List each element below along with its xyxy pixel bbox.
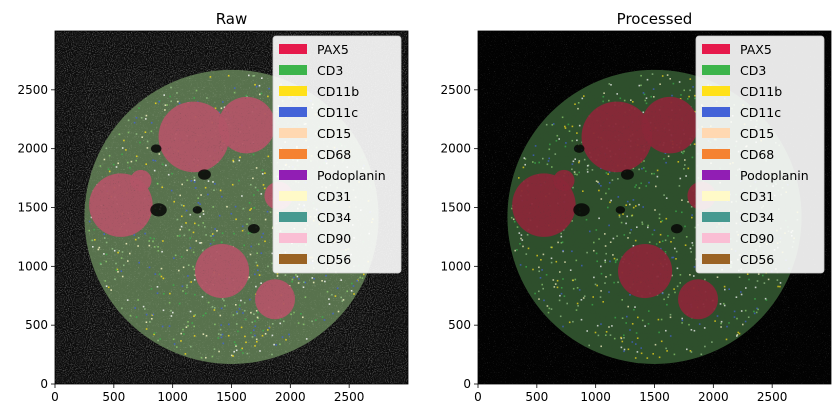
legend-label: CD11b xyxy=(740,84,782,99)
legend-label: Podoplanin xyxy=(740,168,809,183)
legend: PAX5 CD3 CD11b CD11c CD15 CD68 Podoplanin CD31 C… xyxy=(272,35,402,274)
legend-swatch xyxy=(279,128,307,138)
x-tick-label: 1500 xyxy=(216,390,247,404)
panel-title: Raw xyxy=(216,10,248,28)
y-tick-label: 1500 xyxy=(440,201,471,215)
legend-swatch xyxy=(702,170,730,180)
y-tick-label: 0 xyxy=(40,377,48,391)
legend-swatch xyxy=(279,191,307,201)
y-tick-label: 0 xyxy=(463,377,471,391)
legend-swatch xyxy=(279,44,307,54)
legend-label: CD31 xyxy=(317,189,351,204)
legend-label: CD90 xyxy=(740,231,774,246)
legend-label: CD68 xyxy=(317,147,351,162)
legend-swatch xyxy=(279,149,307,159)
y-tick-label: 1000 xyxy=(17,259,48,273)
y-tick-label: 2500 xyxy=(440,83,471,97)
legend-swatch xyxy=(279,65,307,75)
legend-label: CD11b xyxy=(317,84,359,99)
legend-swatch xyxy=(702,86,730,96)
legend-label: Podoplanin xyxy=(317,168,386,183)
legend-label: CD11c xyxy=(740,105,781,120)
legend-label: CD15 xyxy=(740,126,774,141)
x-tick-label: 2500 xyxy=(757,390,788,404)
x-tick-label: 500 xyxy=(102,390,125,404)
legend-label: CD56 xyxy=(740,252,774,267)
legend-label: CD3 xyxy=(317,63,343,78)
legend-swatch xyxy=(702,44,730,54)
legend-label: CD68 xyxy=(740,147,774,162)
raw-panel: Raw 0 500 1000 1500 2000 2500 0 500 1000 1500 2000 2… xyxy=(17,10,409,404)
legend-label: PAX5 xyxy=(740,42,772,57)
legend-swatch xyxy=(702,212,730,222)
x-tick-label: 1500 xyxy=(639,390,670,404)
x-tick-label: 0 xyxy=(51,390,59,404)
legend-label: CD31 xyxy=(740,189,774,204)
legend-swatch xyxy=(702,107,730,117)
legend-label: CD15 xyxy=(317,126,351,141)
legend-label: CD34 xyxy=(317,210,351,225)
legend-swatch xyxy=(279,233,307,243)
legend-swatch xyxy=(702,191,730,201)
y-tick-label: 1500 xyxy=(17,201,48,215)
legend-swatch xyxy=(279,86,307,96)
x-tick-label: 2000 xyxy=(275,390,306,404)
legend-swatch xyxy=(279,254,307,264)
legend-label: CD3 xyxy=(740,63,766,78)
legend-label: CD56 xyxy=(317,252,351,267)
legend-swatch xyxy=(279,212,307,222)
legend-swatch xyxy=(279,170,307,180)
x-tick-label: 500 xyxy=(525,390,548,404)
legend-label: CD90 xyxy=(317,231,351,246)
x-tick-label: 2000 xyxy=(698,390,729,404)
x-tick-label: 1000 xyxy=(580,390,611,404)
x-tick-label: 0 xyxy=(474,390,482,404)
legend-label: PAX5 xyxy=(317,42,349,57)
legend-label: CD11c xyxy=(317,105,358,120)
x-tick-label: 1000 xyxy=(157,390,188,404)
y-tick-label: 500 xyxy=(25,318,48,332)
legend-swatch xyxy=(702,128,730,138)
processed-panel: Processed 0 500 1000 1500 2000 2500 0 500 1000 150… xyxy=(440,10,832,404)
y-tick-label: 500 xyxy=(448,318,471,332)
y-tick-label: 2000 xyxy=(440,142,471,156)
legend-swatch xyxy=(702,65,730,75)
legend-swatch xyxy=(279,107,307,117)
legend-swatch xyxy=(702,149,730,159)
y-tick-label: 2000 xyxy=(17,142,48,156)
legend-label: CD34 xyxy=(740,210,774,225)
x-tick-label: 2500 xyxy=(334,390,365,404)
legend-swatch xyxy=(702,254,730,264)
panel-title: Processed xyxy=(617,10,693,28)
legend: PAX5 CD3 CD11b CD11c CD15 CD68 Podoplanin CD31 C… xyxy=(695,35,825,274)
y-tick-label: 1000 xyxy=(440,259,471,273)
y-tick-label: 2500 xyxy=(17,83,48,97)
legend-swatch xyxy=(702,233,730,243)
